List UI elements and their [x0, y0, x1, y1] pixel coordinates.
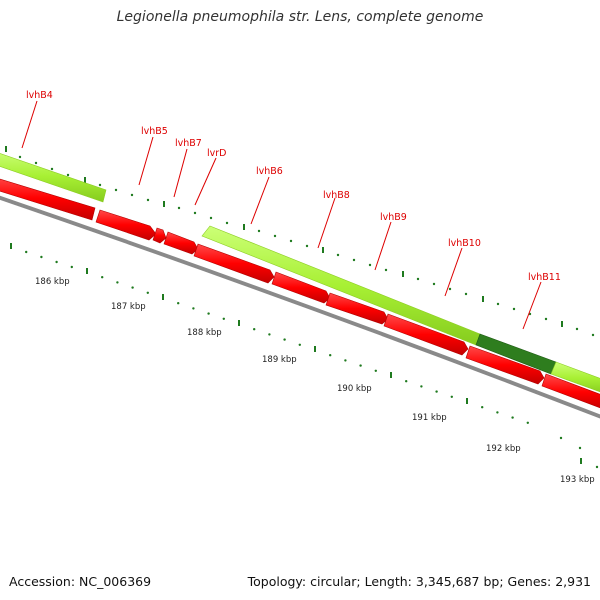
scale-dot — [511, 416, 514, 419]
kbp-labels: 186 kbp 187 kbp 188 kbp 189 kbp 190 kbp … — [35, 277, 595, 485]
gene-label-lvhB8: lvhB8 — [323, 190, 350, 201]
kbp-label: 188 kbp — [187, 328, 222, 338]
kbp-label: 189 kbp — [262, 355, 297, 365]
scale-dot — [268, 333, 271, 336]
topology-text: Topology: circular; Length: 3,345,687 bp… — [247, 574, 591, 589]
gene-label-lvhB4: lvhB4 — [26, 90, 53, 101]
gene-label-lvhB9: lvhB9 — [380, 212, 407, 223]
scale-dot — [329, 354, 332, 357]
gene-label-lvhB11: lvhB11 — [528, 272, 561, 283]
scale-dot — [55, 260, 58, 264]
kbp-label: 190 kbp — [337, 384, 372, 394]
feature-lvhB8[interactable] — [271, 271, 331, 304]
feature-lvhB4[interactable] — [0, 176, 96, 221]
scale-dot — [526, 421, 529, 424]
accession-text: Accession: NC_006369 — [9, 574, 152, 589]
scale-dot — [374, 369, 377, 372]
scale-dot — [40, 255, 43, 259]
scale-dot — [420, 385, 423, 388]
kbp-label: 192 kbp — [486, 444, 521, 454]
forward-strand-track — [0, 150, 600, 394]
feature-next-reverse[interactable] — [541, 373, 600, 410]
leader-line-lvhB7 — [173, 148, 188, 198]
feature-lvhB6[interactable] — [193, 243, 275, 284]
leader-line-lvhB8 — [317, 197, 336, 249]
leader-line-lvhB10 — [444, 247, 463, 297]
map-title: Legionella pneumophila str. Lens, comple… — [116, 9, 484, 25]
scale-dot — [578, 446, 582, 450]
scale-dot — [450, 395, 453, 398]
scale-dot — [116, 281, 119, 284]
gene-labels — [21, 100, 542, 330]
scale-dot — [435, 390, 438, 393]
genome-backbone — [0, 195, 600, 418]
kbp-scale-ticks — [10, 243, 582, 464]
feature-lvrD[interactable] — [163, 231, 199, 255]
leader-line-lvhB4 — [21, 100, 38, 149]
reverse-strand-track — [0, 176, 600, 410]
leader-line-lvhB6 — [250, 176, 270, 225]
scale-dot — [496, 411, 499, 414]
scale-dot — [207, 312, 210, 315]
kbp-scale — [25, 250, 599, 469]
feature-lvhB9[interactable] — [325, 292, 389, 325]
leader-line-lvrD — [194, 157, 217, 206]
gene-label-lvhB6: lvhB6 — [256, 166, 283, 177]
gene-label-texts: lvhB4 lvhB5 lvhB7 lvrD lvhB6 lvhB8 lvhB9… — [26, 90, 561, 283]
leader-line-lvhB5 — [138, 136, 154, 186]
gene-label-lvhB7: lvhB7 — [175, 138, 202, 149]
kbp-label: 186 kbp — [35, 277, 70, 287]
leader-line-lvhB11 — [522, 281, 542, 330]
scale-dot — [70, 265, 74, 269]
scale-dot — [253, 328, 256, 331]
kbp-label: 193 kbp — [560, 475, 595, 485]
gene-label-lvhB5: lvhB5 — [141, 126, 168, 137]
kbp-label: 191 kbp — [412, 413, 447, 423]
scale-dot — [131, 286, 134, 289]
outer-tick-row — [5, 146, 595, 337]
scale-dot — [25, 250, 28, 254]
feature-lvhB11[interactable] — [465, 345, 545, 385]
feature-lvhB4-forward[interactable] — [0, 150, 107, 203]
scale-dot — [298, 343, 301, 346]
kbp-label: 187 kbp — [111, 302, 146, 312]
scale-dot — [344, 359, 347, 362]
leader-line-lvhB9 — [374, 221, 392, 271]
scale-dot — [405, 380, 408, 383]
feature-lvhB7[interactable] — [152, 227, 167, 244]
scale-dot — [101, 276, 104, 279]
scale-dot — [481, 406, 484, 409]
feature-lvhB11-forward-tail[interactable] — [550, 361, 600, 394]
scale-dot — [595, 465, 599, 469]
gene-label-lvrD: lvrD — [207, 148, 226, 159]
feature-lvhB5[interactable] — [95, 209, 157, 241]
scale-dot — [283, 338, 286, 341]
scale-dot — [222, 317, 225, 320]
scale-dot — [177, 302, 180, 305]
scale-dot — [359, 364, 362, 367]
feature-lvhB10[interactable] — [383, 313, 469, 356]
scale-dot — [146, 291, 149, 294]
scale-dot — [559, 436, 563, 440]
gene-label-lvhB10: lvhB10 — [448, 238, 481, 249]
scale-dot — [192, 307, 195, 310]
